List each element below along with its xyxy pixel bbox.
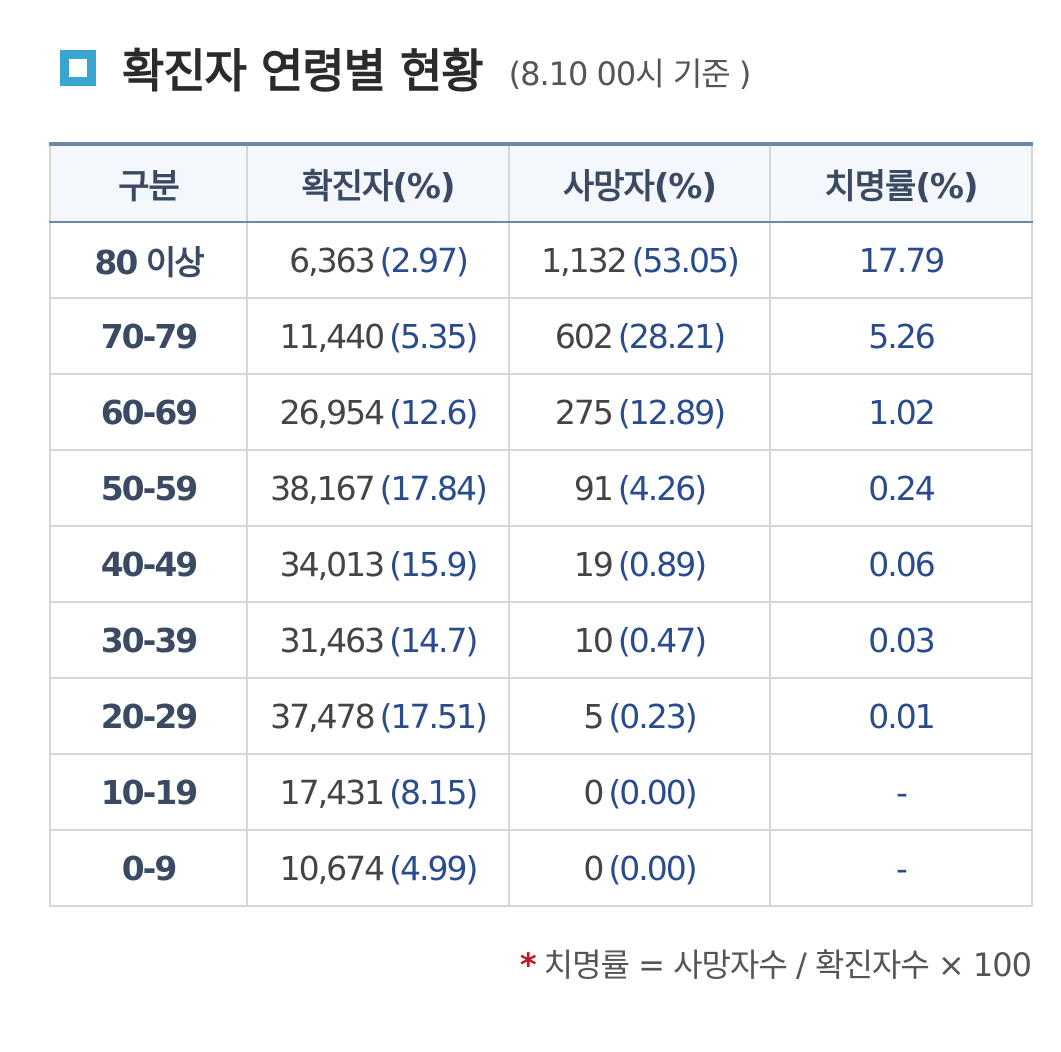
deaths-cell: 5 (0.23): [508, 677, 771, 755]
cases-cell: 34,013 (15.9): [246, 525, 510, 603]
cases-cell-count: 10,674: [279, 848, 385, 888]
cases-cell-percent: (12.6): [389, 392, 478, 432]
age-group-cell: 30-39: [49, 601, 248, 679]
cases-cell-count: 11,440: [279, 316, 385, 356]
deaths-cell-count: 19: [573, 544, 614, 584]
age-group-cell: 60-69: [49, 373, 248, 451]
data-basis-date: (8.10 00시 기준 ): [508, 55, 752, 93]
cases-cell-count: 34,013: [279, 544, 385, 584]
footnote-marker: *: [519, 946, 537, 984]
deaths-cell-percent: (12.89): [617, 392, 726, 432]
table-row: 60-69 26,954 (12.6) 275 (12.89) 1.02: [49, 373, 1033, 451]
table-row: 70-79 11,440 (5.35) 602 (28.21) 5.26: [49, 297, 1033, 375]
age-group-cell: 10-19: [49, 753, 248, 831]
cases-cell: 10,674 (4.99): [246, 829, 510, 907]
page-header: 확진자 연령별 현황 (8.10 00시 기준 ): [60, 32, 752, 104]
fatality-rate-cell: -: [769, 829, 1033, 907]
deaths-cell-percent: (28.21): [617, 316, 726, 356]
cases-cell-count: 17,431: [279, 772, 385, 812]
column-header-cases: 확진자(%): [246, 142, 510, 223]
fatality-rate-cell: 0.01: [769, 677, 1033, 755]
column-header-age: 구분: [49, 142, 248, 223]
table-row: 40-49 34,013 (15.9) 19 (0.89) 0.06: [49, 525, 1033, 603]
page-title: 확진자 연령별 현황: [122, 44, 484, 98]
age-group-cell: 0-9: [49, 829, 248, 907]
table-body: 80 이상 6,363 (2.97) 1,132 (53.05) 17.79 70-79 11…: [49, 221, 1033, 907]
fatality-rate-cell: 0.24: [769, 449, 1033, 527]
age-group-cell: 70-79: [49, 297, 248, 375]
deaths-cell-percent: (0.23): [608, 696, 697, 736]
cases-cell: 17,431 (8.15): [246, 753, 510, 831]
deaths-cell-count: 602: [554, 316, 614, 356]
age-group-cell: 50-59: [49, 449, 248, 527]
deaths-cell-percent: (0.00): [608, 772, 697, 812]
deaths-cell: 602 (28.21): [508, 297, 771, 375]
table-row: 30-39 31,463 (14.7) 10 (0.47) 0.03: [49, 601, 1033, 679]
table-row: 20-29 37,478 (17.51) 5 (0.23) 0.01: [49, 677, 1033, 755]
cases-cell: 11,440 (5.35): [246, 297, 510, 375]
cases-cell: 26,954 (12.6): [246, 373, 510, 451]
deaths-cell-count: 10: [573, 620, 614, 660]
cases-cell: 37,478 (17.51): [246, 677, 510, 755]
cases-cell-percent: (4.99): [389, 848, 478, 888]
age-stats-table: 구분 확진자(%) 사망자(%) 치명률(%) 80 이상 6,363 (2.97)…: [49, 142, 1033, 907]
cases-cell-percent: (14.7): [389, 620, 478, 660]
deaths-cell-count: 275: [554, 392, 614, 432]
deaths-cell: 0 (0.00): [508, 753, 771, 831]
cases-cell-percent: (2.97): [379, 240, 469, 280]
deaths-cell: 275 (12.89): [508, 373, 771, 451]
deaths-cell-count: 0: [583, 772, 604, 812]
cases-cell-percent: (15.9): [389, 544, 478, 584]
footnote: * 치명률 = 사망자수 / 확진자수 × 100: [519, 940, 1032, 986]
cases-cell-percent: (17.51): [379, 696, 488, 736]
fatality-rate-cell: 5.26: [769, 297, 1033, 375]
cases-cell: 38,167 (17.84): [246, 449, 510, 527]
deaths-cell-count: 5: [583, 696, 604, 736]
deaths-cell-percent: (0.89): [617, 544, 707, 584]
table-header-row: 구분 확진자(%) 사망자(%) 치명률(%): [49, 142, 1033, 223]
column-header-fatality: 치명률(%): [769, 142, 1033, 223]
cases-cell-count: 6,363: [289, 240, 375, 280]
deaths-cell: 0 (0.00): [508, 829, 771, 907]
deaths-cell-percent: (0.47): [617, 620, 707, 660]
age-group-cell: 20-29: [49, 677, 248, 755]
footnote-text: 치명률 = 사망자수 / 확진자수 × 100: [543, 946, 1032, 984]
deaths-cell-count: 91: [573, 468, 614, 508]
fatality-rate-cell: 0.06: [769, 525, 1033, 603]
deaths-cell-percent: (0.00): [608, 848, 697, 888]
cases-cell-percent: (5.35): [389, 316, 478, 356]
deaths-cell: 10 (0.47): [508, 601, 771, 679]
column-header-deaths: 사망자(%): [508, 142, 771, 223]
age-group-cell: 40-49: [49, 525, 248, 603]
fatality-rate-cell: -: [769, 753, 1033, 831]
table-row: 0-9 10,674 (4.99) 0 (0.00) -: [49, 829, 1033, 907]
cases-cell-count: 26,954: [279, 392, 385, 432]
deaths-cell-count: 0: [583, 848, 604, 888]
cases-cell-count: 31,463: [279, 620, 385, 660]
fatality-rate-cell: 1.02: [769, 373, 1033, 451]
fatality-rate-cell: 17.79: [769, 221, 1033, 299]
deaths-cell-count: 1,132: [541, 240, 627, 280]
fatality-rate-cell: 0.03: [769, 601, 1033, 679]
cases-cell-percent: (17.84): [379, 468, 488, 508]
deaths-cell-percent: (53.05): [631, 240, 740, 280]
table-row: 10-19 17,431 (8.15) 0 (0.00) -: [49, 753, 1033, 831]
cases-cell: 31,463 (14.7): [246, 601, 510, 679]
table-row: 80 이상 6,363 (2.97) 1,132 (53.05) 17.79: [49, 221, 1033, 299]
deaths-cell-percent: (4.26): [617, 468, 707, 508]
cases-cell-count: 38,167: [270, 468, 375, 508]
age-group-cell: 80 이상: [49, 221, 248, 299]
deaths-cell: 19 (0.89): [508, 525, 771, 603]
cases-cell-percent: (8.15): [389, 772, 478, 812]
square-outline-icon: [60, 50, 96, 86]
cases-cell-count: 37,478: [270, 696, 375, 736]
table-row: 50-59 38,167 (17.84) 91 (4.26) 0.24: [49, 449, 1033, 527]
deaths-cell: 91 (4.26): [508, 449, 771, 527]
cases-cell: 6,363 (2.97): [246, 221, 510, 299]
deaths-cell: 1,132 (53.05): [508, 221, 771, 299]
